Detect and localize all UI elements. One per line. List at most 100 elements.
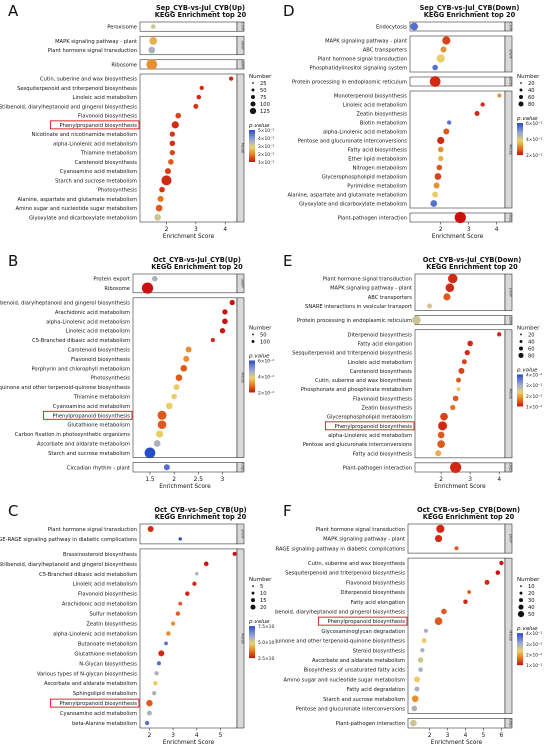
x-tick-label: 3: [171, 733, 175, 739]
size-legend-value: 60: [528, 95, 535, 101]
term-label-ether-lipid-metabolism: Ether lipid metabolism: [348, 157, 407, 163]
x-tick-label: 5: [219, 733, 223, 739]
chart-subtitle: KEGG Enrichment top 20: [423, 513, 515, 521]
size-legend-title: Number: [249, 325, 272, 331]
data-point-alpha-linolenic-acid-metabolism: [169, 140, 176, 147]
data-point-stilbenoid-diarylheptanoid-and-gingerol-biosynthesis: [229, 299, 235, 306]
group-panel: [132, 297, 238, 458]
data-point-arachidonic-acid-metabolism: [178, 601, 183, 606]
data-point-photosynthesis: [159, 186, 165, 193]
color-legend-bar: [517, 633, 523, 666]
color-legend-tick: 1×10⁻²: [258, 160, 274, 166]
term-label-mapk-signaling-pathway-plant: MAPK signaling pathway - plant: [323, 537, 405, 543]
term-label-fatty-acid-elongation: Fatty acid elongation: [358, 341, 412, 347]
data-point-mapk-signaling-pathway-plant: [434, 534, 443, 543]
highlight-box: [49, 698, 140, 708]
data-point-linoleic-acid-metabolism: [192, 581, 197, 586]
term-label-glycerophospholipid-metabolism: Glycerophospholipid metabolism: [327, 415, 412, 421]
color-legend-tick: 1×10⁻²: [526, 404, 542, 410]
data-point-zeatin-biosynthesis: [450, 404, 456, 411]
data-point-ubiquinone-and-other-terpenoid-quinone-biosynthesis: [173, 384, 180, 391]
data-point-flavonoid-biosynthesis: [175, 112, 182, 119]
term-label-phosphatidylinositol-signaling-system: Phosphatidylinositol signaling system: [310, 66, 407, 72]
color-legend-tick: 4×10⁻²: [526, 137, 542, 143]
x-tick-label: 2: [148, 733, 152, 739]
group-panel: [409, 76, 506, 87]
facet-strip: [236, 21, 245, 32]
color-legend-tick: 4×10⁻²: [258, 374, 274, 380]
data-point-protein-processing-in-endoplasmic-reticulum: [412, 315, 421, 325]
data-point-ribosome: [141, 282, 154, 294]
x-tick-label: 3: [468, 477, 472, 483]
term-label-stilbenoid-diarylheptanoid-and-gingerol-biosynthesis: Stilbenoid, diarylheptanoid and gingerol…: [0, 104, 137, 110]
chart-title: Oct_CYB-vs-Sep_CYB(Up): [154, 506, 246, 514]
size-legend-title: Number: [517, 577, 540, 583]
color-legend-tick: 7.5×10⁻²: [258, 624, 275, 630]
term-label-c5-branched-dibasic-acid-metabolism: C5-Branched dibasic acid metabolism: [39, 572, 137, 578]
size-legend-dot: [517, 611, 525, 618]
data-point-pyrimidine-metabolism: [433, 182, 440, 189]
data-point-abc-transporters: [443, 293, 451, 301]
x-tick-label: 3: [446, 733, 450, 739]
term-label-stilbenoid-diarylheptanoid-and-gingerol-biosynthesis: Stilbenoid, diarylheptanoid and gingerol…: [0, 562, 137, 568]
data-point-flavonoid-biosynthesis: [185, 591, 190, 596]
term-label-plant-hormone-signal-transduction: Plant hormone signal transduction: [48, 527, 137, 533]
data-point-carbon-fixation-in-photosynthetic-organisms: [156, 430, 164, 438]
term-label-sphingolipid-metabolism: Sphingolipid metabolism: [73, 691, 137, 697]
data-point-alpha-linolenic-acid-metabolism: [437, 431, 445, 439]
term-label-nicotinate-and-nicotinamide-metabolism: Nicotinate and nicotinamide metabolism: [32, 132, 137, 138]
data-point-ether-lipid-metabolism: [438, 155, 444, 162]
term-label-ubiquinone-and-other-terpenoid-quinone-biosynthesis: Ubiquinone and other terpenoid-quinone b…: [0, 385, 130, 391]
data-point-glycerophospholipid-metabolism: [434, 173, 442, 180]
facet-strip: [504, 557, 513, 714]
size-legend-value: 75: [260, 95, 267, 101]
size-legend-value: 25: [260, 81, 267, 87]
facet-strip: [504, 462, 513, 473]
data-point-linoleic-acid-metabolism: [196, 94, 202, 100]
group-panel: [139, 548, 238, 729]
data-point-ribosome: [146, 59, 158, 70]
term-label-linoleic-acid-metabolism: Linoleic acid metabolism: [348, 360, 412, 366]
data-point-carotenoid-biosynthesis: [185, 346, 192, 353]
color-legend-tick: 6×10⁻²: [258, 358, 274, 364]
term-label-glyoxylate-and-dicarboxylate-metabolism: Glyoxylate and dicarboxylate metabolism: [29, 215, 137, 221]
data-point-flavonoid-biosynthesis: [452, 395, 459, 402]
size-legend-dot: [519, 88, 523, 92]
data-point-flavonoid-biosynthesis: [183, 355, 190, 362]
term-label-linoleic-acid-metabolism: Linoleic acid metabolism: [343, 103, 407, 109]
size-legend-dot: [250, 101, 256, 107]
panel-d: D Sep_CYB-vs-Jul_CYB(Down) KEGG Enrichment…: [275, 0, 550, 248]
data-point-plant-hormone-signal-transduction: [148, 46, 156, 54]
data-point-glycerophospholipid-metabolism: [440, 412, 448, 421]
size-legend-value: 100: [260, 102, 270, 108]
term-label-mapk-signaling-pathway-plant: MAPK signaling pathway - plant: [55, 39, 137, 45]
data-point-snare-interactions-in-vesicular-transport: [427, 303, 432, 309]
color-legend-bar: [517, 123, 523, 155]
facet-strip: [504, 90, 513, 209]
size-legend-value: 50: [260, 332, 267, 338]
term-label-amino-sugar-and-nucleotide-sugar-metabolism: Amino sugar and nucleotide sugar metabol…: [16, 206, 137, 212]
facet-strip: [504, 329, 513, 459]
term-label-alanine-aspartate-and-glutamate-metabolism: Alanine, aspartate and glutamate metabol…: [17, 197, 137, 203]
size-legend-value: 20: [528, 332, 535, 338]
data-point-biosynthesis-of-unsaturated-fatty-acids: [418, 667, 423, 672]
size-legend-value: 40: [528, 605, 535, 611]
term-label-arachidonic-acid-metabolism: Arachidonic acid metabolism: [62, 602, 137, 608]
data-point-peroxisome: [150, 24, 156, 29]
color-legend-tick: 3×10⁻²: [258, 144, 274, 150]
facet-strip: [504, 35, 513, 73]
term-label-thiamine-metabolism: Thiamine metabolism: [73, 395, 130, 401]
facet-strip: [504, 273, 513, 311]
facet-strip: [236, 273, 245, 294]
panel-letter: E: [283, 252, 292, 270]
size-legend-dot: [519, 95, 523, 99]
term-label-flavonoid-biosynthesis: Flavonoid biosynthesis: [71, 357, 130, 363]
size-legend-dot: [519, 346, 523, 351]
term-label-fatty-acid-biosynthesis: Fatty acid biosynthesis: [353, 451, 413, 457]
term-label-protein-processing-in-endoplasmic-reticulum: Protein processing in endoplasmic reticu…: [292, 80, 407, 86]
facet-strip-label: OrgS: [509, 213, 513, 221]
size-legend-title: Number: [249, 577, 272, 583]
size-legend-dot: [251, 88, 255, 92]
x-tick-label: 2: [172, 477, 176, 483]
term-label-phosphonate-and-phosphinate-metabolism: Phosphonate and phosphinate metabolism: [301, 387, 412, 393]
